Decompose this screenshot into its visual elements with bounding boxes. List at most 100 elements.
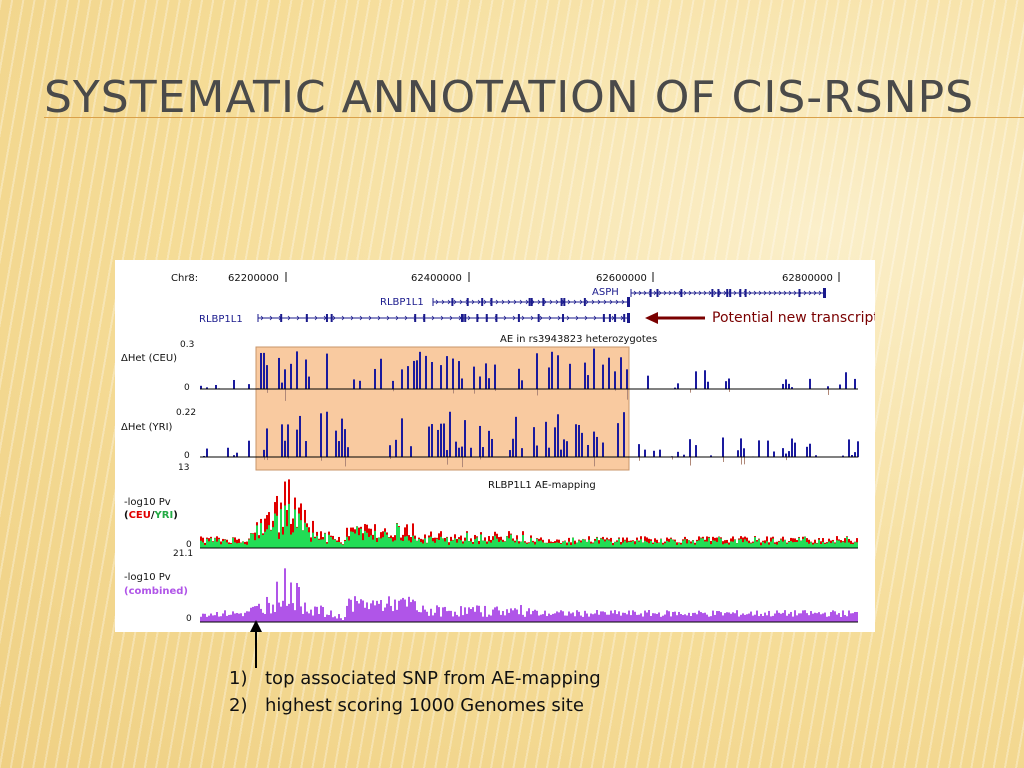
gene-rlbp1l1-short-exon	[542, 298, 545, 306]
pv-pop-bar-yri	[680, 544, 682, 548]
pv-combined-bar	[238, 613, 240, 622]
het-ceu-bar	[305, 359, 307, 389]
pv-pop-bar-yri	[686, 543, 688, 548]
het-yri-bar	[695, 445, 697, 457]
gene-rlbp1l1-short-strand-chevron	[471, 299, 475, 305]
het-yri-bar	[560, 449, 562, 457]
pv-combined-bar	[726, 612, 728, 622]
pv-pop-bar-yri	[538, 541, 540, 548]
het-ceu-bar	[260, 352, 262, 389]
pv-pop-bar-yri	[678, 542, 680, 548]
ceu-ymax-label: 0.3	[180, 340, 194, 350]
gene-asph-strand-chevron	[703, 290, 707, 296]
pv-pop-bar-yri	[796, 542, 798, 548]
pv-pop-bar-yri	[552, 543, 554, 548]
pv-pop-bar-yri	[358, 535, 360, 548]
pv-pop-bar-yri	[418, 539, 420, 548]
pv-pop-bar-yri	[220, 544, 222, 548]
het-ceu-bar	[326, 353, 328, 389]
gene-label-asph: ASPH	[592, 287, 619, 298]
pv-combined-bar	[364, 607, 366, 622]
het-ceu-neg-bar	[615, 389, 616, 391]
pv-combined-bar	[224, 610, 226, 622]
pv-combined-bar	[804, 610, 806, 622]
pv-combined-bar	[684, 614, 686, 622]
pv-pop-bar-yri	[290, 534, 292, 548]
pv-pop-bar-yri	[832, 541, 834, 548]
gene-rlbp1l1-long-exon	[485, 314, 488, 322]
het-yri-neg-bar	[690, 457, 691, 466]
pv-combined-bar	[634, 611, 636, 622]
yri-ymax-label: 0.22	[176, 408, 196, 418]
gene-asph-exon	[656, 289, 659, 297]
pv-pop-bar-yri	[526, 543, 528, 548]
het-ceu-bar	[479, 376, 481, 389]
gene-rlbp1l1-long-exon	[280, 314, 283, 322]
pv-pop-bar-yri	[548, 542, 550, 548]
pv-pop-bar-yri	[666, 540, 668, 548]
pv-pop-bar-yri	[756, 541, 758, 548]
pv-pop-bar-yri	[498, 541, 500, 548]
pv-pop-bar-yri	[838, 540, 840, 548]
pv-combined-bar	[648, 610, 650, 622]
gene-rlbp1l1-short-strand-chevron	[621, 299, 625, 305]
snp-arrow	[250, 620, 262, 668]
pv-pop-bar-yri	[478, 544, 480, 548]
pv-combined-bar	[576, 610, 578, 622]
track-baselines	[200, 388, 858, 623]
het-ceu-bar	[674, 387, 676, 389]
gene-rlbp1l1-long-strand-chevron	[557, 315, 561, 321]
het-yri-bar	[617, 423, 619, 457]
het-yri-bar	[653, 450, 655, 457]
pv-combined-bar	[284, 568, 286, 622]
gene-rlbp1l1-short-exon	[530, 298, 533, 306]
pv-combined-bar	[800, 613, 802, 622]
slide-title: Systematic annotation of cis-rSNPs	[44, 72, 975, 123]
pv-combined-bar	[582, 616, 584, 622]
pv-pop-bar-yri	[652, 543, 654, 548]
pv-combined-bar	[248, 611, 250, 622]
pv-pop-bar-yri	[256, 525, 258, 548]
pv-combined-bar	[402, 597, 404, 622]
gene-rlbp1l1-long-exon	[414, 314, 417, 322]
pv-pop-bar-yri	[594, 540, 596, 548]
het-ceu-bar	[359, 380, 361, 389]
pv-combined-bar	[456, 614, 458, 622]
het-yri-bar	[677, 451, 679, 457]
pv-combined-bar	[610, 610, 612, 622]
pv-pop-bar-yri	[850, 543, 852, 548]
pv-combined-bar	[854, 611, 856, 622]
het-yri-bar	[446, 450, 448, 457]
gene-asph-strand-chevron	[713, 290, 717, 296]
pv-combined-bar	[552, 613, 554, 622]
gene-rlbp1l1-long-exon	[330, 314, 333, 322]
het-yri-bar	[842, 455, 844, 457]
pv-pop-bar-yri	[280, 509, 282, 548]
gene-rlbp1l1-long-end	[627, 313, 630, 323]
pv-pop-bar-yri	[318, 539, 320, 548]
het-yri-bar	[557, 414, 559, 457]
pv-pop-bar-yri	[376, 541, 378, 548]
pv-combined-bar	[736, 610, 738, 622]
pv-pop-bar-yri	[336, 541, 338, 548]
pv-pop-bar-yri	[776, 544, 778, 548]
pv-combined-bar	[478, 605, 480, 622]
pv-combined-bar	[426, 611, 428, 622]
pv-combined-bar	[670, 616, 672, 622]
pv-pop-bar-yri	[476, 537, 478, 548]
chromosome-label: Chr8:	[171, 273, 198, 284]
pv-combined-bar	[276, 581, 278, 622]
het-ceu-bar	[608, 357, 610, 389]
pv-combined-bar	[506, 609, 508, 622]
het-ceu-bar	[200, 385, 202, 389]
het-ceu-bar	[707, 381, 709, 389]
pv-pop-bar-yri	[694, 544, 696, 548]
pv-pop-bar-yri	[388, 537, 390, 548]
pv-pop-bar-yri	[480, 534, 482, 548]
pv-combined-bar	[750, 611, 752, 622]
pv-combined-bar	[694, 612, 696, 622]
pv-pop-bar-yri	[770, 541, 772, 548]
pv-pop-bar-yri	[826, 543, 828, 548]
gene-asph-strand-chevron	[788, 290, 792, 296]
pv-combined-bar	[432, 615, 434, 622]
